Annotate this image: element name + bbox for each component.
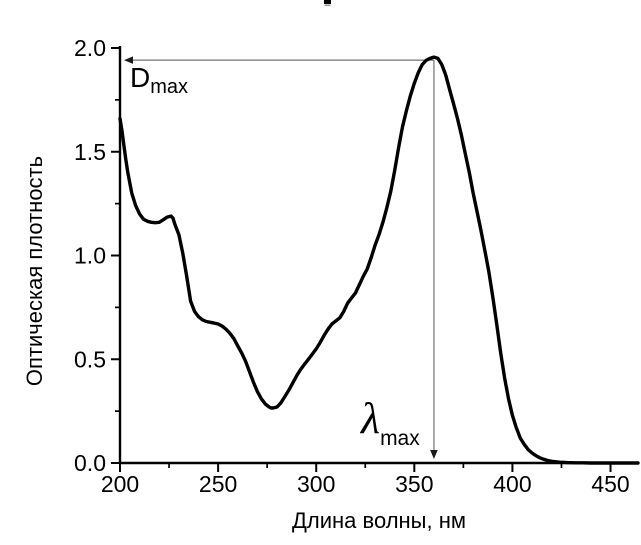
y-tick-label: 1.0	[74, 243, 106, 269]
absorption-curve-group	[118, 55, 640, 465]
axis-tick-labels: 200 250 300 350 400 450 0.0 0.5 1.0 1.5 2.0	[74, 35, 630, 497]
x-tick-label: 350	[395, 471, 433, 497]
dmax-annotation-label: Dmax	[130, 62, 188, 98]
absorption-curve	[118, 55, 640, 465]
x-tick-label: 200	[101, 471, 139, 497]
y-axis-title: Оптическая плотность	[22, 156, 47, 386]
x-tick-label: 400	[493, 471, 531, 497]
x-tick-label: 250	[199, 471, 237, 497]
x-tick-label: 300	[297, 471, 335, 497]
lambda-max-arrowhead	[430, 450, 438, 459]
y-tick-label: 0.5	[74, 346, 106, 372]
dmax-subscript: max	[150, 76, 188, 98]
dmax-symbol: D	[130, 62, 150, 93]
lambda-symbol: λ	[359, 394, 380, 443]
dmax-arrowhead	[124, 56, 133, 64]
annotation-arrows	[124, 56, 438, 459]
lambda-subscript: max	[380, 427, 420, 450]
lambda-max-annotation-label: λmax	[359, 394, 420, 450]
axis-ticks	[111, 47, 612, 472]
x-axis-title: Длина волны, нм	[292, 508, 466, 533]
y-tick-label: 1.5	[74, 139, 106, 165]
y-tick-label: 0.0	[74, 450, 106, 476]
y-tick-label: 2.0	[74, 35, 106, 61]
x-tick-label: 450	[591, 471, 629, 497]
cropped-title-fragment	[324, 0, 331, 7]
